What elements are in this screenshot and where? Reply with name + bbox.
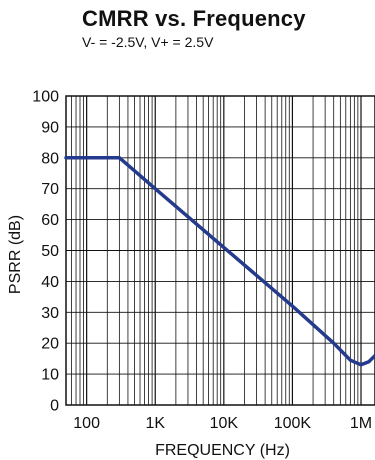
y-tick-labels: 0 10 20 30 40 50 60 70 80 90 100 [32, 89, 59, 415]
y-tick-label: 20 [41, 336, 59, 353]
y-tick-label: 10 [41, 367, 59, 384]
x-tick-label: 100K [274, 415, 312, 432]
x-tick-labels: 100 1K 10K 100K 1M [73, 415, 372, 432]
grid-lines [65, 95, 375, 406]
x-tick-label: 10K [210, 415, 239, 432]
chart-title: CMRR vs. Frequency [82, 6, 306, 31]
y-tick-label: 100 [32, 89, 59, 106]
y-tick-label: 80 [41, 150, 59, 167]
series-group [64, 156, 375, 367]
y-tick-label: 60 [41, 212, 59, 229]
x-tick-label: 1K [145, 415, 165, 432]
x-tick-label: 1M [350, 415, 372, 432]
plot-frame [65, 95, 375, 406]
y-tick-label: 70 [41, 181, 59, 198]
chart-subtitle: V- = -2.5V, V+ = 2.5V [82, 34, 214, 50]
y-tick-label: 90 [41, 119, 59, 136]
x-axis-label: FREQUENCY (Hz) [155, 442, 290, 459]
y-axis-label: PSRR (dB) [7, 215, 24, 294]
x-tick-label: 100 [73, 415, 100, 432]
y-tick-label: 40 [41, 274, 59, 291]
y-tick-label: 50 [41, 243, 59, 260]
y-tick-label: 30 [41, 305, 59, 322]
y-tick-label: 0 [50, 398, 59, 415]
series-line [64, 156, 375, 367]
